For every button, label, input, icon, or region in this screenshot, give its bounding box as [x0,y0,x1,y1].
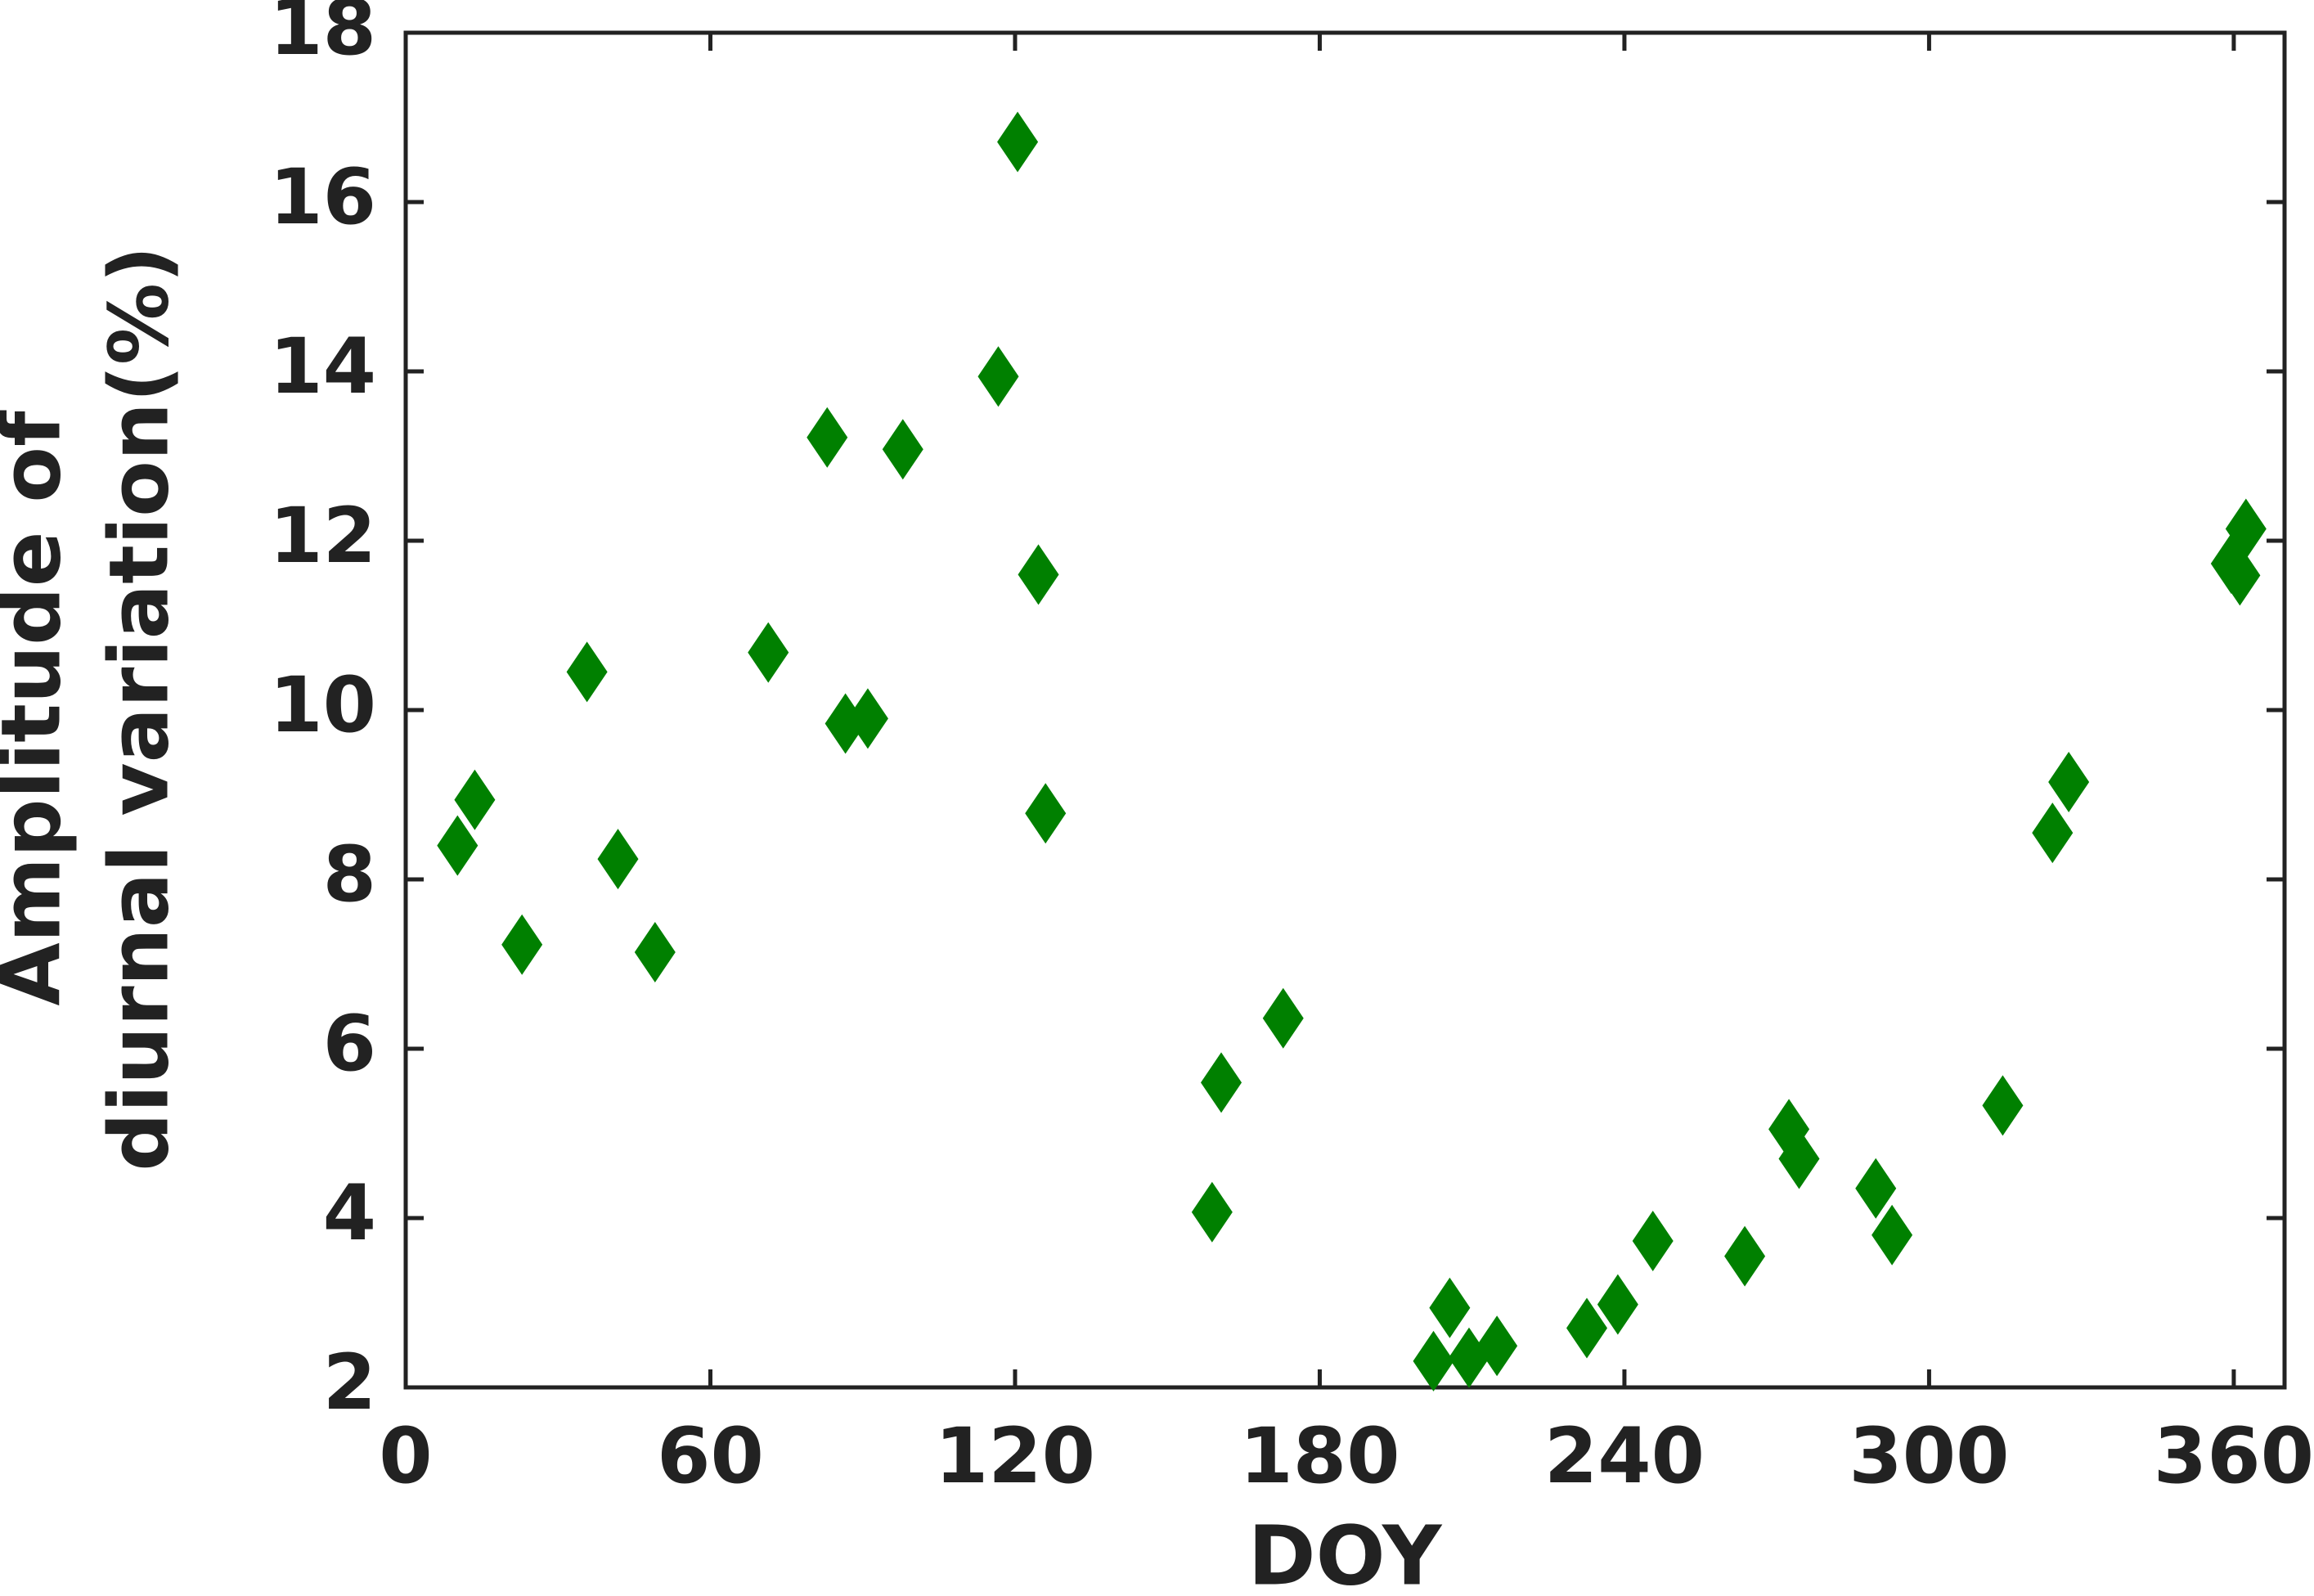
point [1597,1274,1638,1335]
point [807,407,848,468]
plot-frame [403,30,2287,1390]
point [2032,802,2074,864]
point [501,914,543,975]
y-tick-label: 16 [269,153,376,242]
point [437,815,479,876]
point [2225,498,2267,560]
point [1191,1181,1233,1243]
point [1413,1330,1454,1391]
y-axis-label: Amplitude of [0,410,79,1006]
point [1724,1225,1766,1287]
y-tick-label: 10 [269,661,376,750]
point [1778,1128,1820,1189]
point [634,922,676,983]
point [1429,1277,1471,1338]
point [1018,544,1059,605]
x-tick-label: 60 [657,1412,764,1501]
x-tick-label: 180 [1239,1412,1400,1501]
point [1871,1204,1913,1266]
x-axis-label: DOY [1248,1508,1443,1596]
y-tick-label: 18 [269,0,376,73]
point [1025,783,1067,844]
x-tick-label: 240 [1544,1412,1705,1501]
point [1982,1075,2024,1136]
x-tick-label: 120 [935,1412,1095,1501]
x-tick-label: 0 [379,1412,432,1501]
y-axis-label: diurnal variation(%) [91,245,186,1171]
point [597,829,639,890]
point [1632,1210,1674,1271]
point [1262,987,1304,1049]
point [882,419,923,480]
point [1855,1158,1897,1219]
point [454,769,496,830]
point [2219,545,2261,606]
point [1566,1297,1608,1359]
point [997,111,1039,173]
y-tick-label: 6 [323,1000,376,1089]
y-tick-label: 8 [323,830,376,919]
y-tick-label: 12 [269,492,376,581]
y-tick-label: 2 [323,1338,376,1427]
point [977,346,1019,407]
point [566,641,608,703]
point [1201,1052,1242,1113]
point [748,622,789,683]
point [1476,1315,1518,1377]
x-tick-label: 300 [1849,1412,2009,1501]
point [2048,751,2090,812]
x-tick-label: 360 [2154,1412,2314,1501]
y-tick-label: 4 [323,1169,376,1258]
y-tick-label: 14 [269,322,376,411]
point [847,688,888,749]
